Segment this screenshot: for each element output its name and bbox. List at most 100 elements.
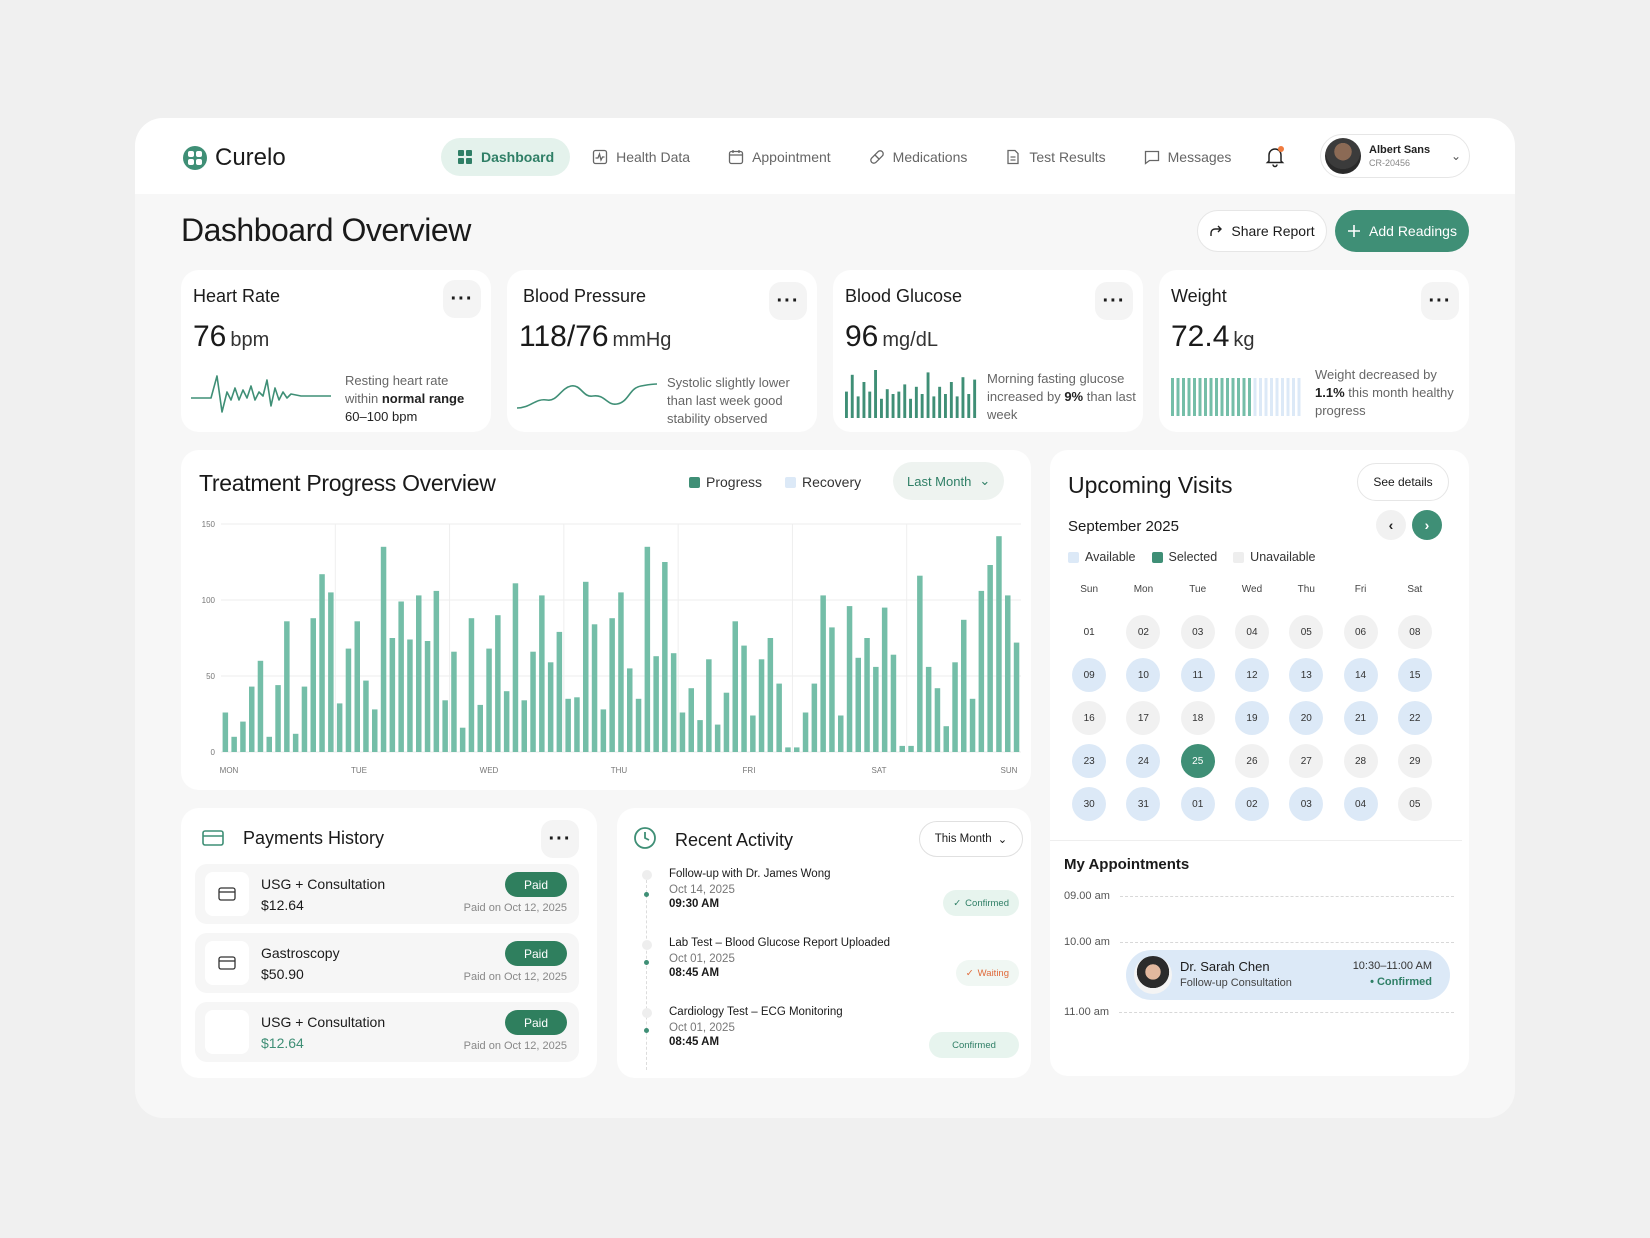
nav-label: Messages bbox=[1167, 149, 1232, 165]
calendar-day[interactable]: 05 bbox=[1397, 787, 1432, 821]
logo[interactable]: Curelo bbox=[183, 144, 286, 172]
calendar-day[interactable]: 17 bbox=[1126, 701, 1161, 735]
calendar-day[interactable]: 21 bbox=[1343, 701, 1378, 735]
payment-row[interactable]: USG + Consultation $12.64 Paid Paid on O… bbox=[195, 864, 579, 924]
prev-month-button[interactable]: ‹ bbox=[1376, 510, 1406, 540]
chart-bar bbox=[952, 662, 958, 752]
bell-icon bbox=[1265, 148, 1285, 168]
card-title: Weight bbox=[1171, 286, 1227, 306]
payment-row[interactable]: USG + Consultation $12.64 Paid Paid on O… bbox=[195, 1002, 579, 1062]
calendar-day[interactable]: 23 bbox=[1072, 744, 1107, 778]
chart-bar bbox=[864, 638, 870, 752]
range-dropdown[interactable]: Last Month ⌄ bbox=[893, 462, 1005, 500]
y-tick-label: 0 bbox=[211, 748, 216, 757]
calendar-day[interactable]: 10 bbox=[1126, 658, 1161, 692]
calendar-day[interactable]: 01 bbox=[1180, 787, 1215, 821]
weight-tick bbox=[1248, 378, 1251, 416]
calendar-day[interactable]: 01 bbox=[1083, 626, 1095, 638]
activity-range-dropdown[interactable]: This Month ⌄ bbox=[919, 821, 1023, 857]
weight-tick bbox=[1253, 378, 1257, 416]
calendar-day[interactable]: 04 bbox=[1343, 787, 1378, 821]
calendar-day[interactable]: 18 bbox=[1180, 701, 1215, 735]
calendar-day[interactable]: 03 bbox=[1180, 615, 1215, 649]
pill-icon bbox=[869, 150, 884, 164]
calendar-day[interactable]: 28 bbox=[1343, 744, 1378, 778]
next-month-button[interactable]: › bbox=[1412, 510, 1442, 540]
glucose-bar bbox=[903, 384, 907, 418]
more-options-button[interactable]: ··· bbox=[769, 282, 807, 320]
timeline-line bbox=[646, 880, 647, 1070]
chart-bar bbox=[275, 685, 281, 752]
chart-bar bbox=[873, 666, 879, 752]
chart-bar bbox=[363, 680, 369, 752]
chart-bar bbox=[881, 607, 888, 752]
nav-health-data[interactable]: Health Data bbox=[576, 138, 706, 176]
activity-item[interactable]: Follow-up with Dr. James Wong Oct 14, 20… bbox=[669, 868, 1009, 910]
chart-bar bbox=[1005, 595, 1011, 752]
calendar-day[interactable]: 14 bbox=[1343, 658, 1378, 692]
glucose-bar bbox=[926, 372, 930, 418]
calendar-day[interactable]: 04 bbox=[1234, 615, 1269, 649]
chart-bar bbox=[451, 651, 457, 752]
calendar-day[interactable]: 03 bbox=[1289, 787, 1324, 821]
add-readings-button[interactable]: Add Readings bbox=[1335, 210, 1469, 252]
activity-item[interactable]: Cardiology Test – ECG Monitoring Oct 01,… bbox=[669, 1006, 1009, 1048]
chart-bar bbox=[961, 619, 967, 752]
calendar-day[interactable]: 26 bbox=[1234, 744, 1269, 778]
calendar-day[interactable]: 16 bbox=[1072, 701, 1107, 735]
calendar-day[interactable]: 22 bbox=[1397, 701, 1432, 735]
payment-row[interactable]: Gastroscopy $50.90 Paid Paid on Oct 12, … bbox=[195, 933, 579, 993]
calendar-day[interactable]: 02 bbox=[1126, 615, 1161, 649]
nav-appointment[interactable]: Appointment bbox=[712, 138, 847, 176]
calendar-day-selected[interactable]: 25 bbox=[1180, 744, 1215, 778]
more-options-button[interactable]: ··· bbox=[1095, 282, 1133, 320]
nav-dashboard[interactable]: Dashboard bbox=[441, 138, 571, 176]
nav-test-results[interactable]: Test Results bbox=[989, 138, 1121, 176]
share-report-button[interactable]: Share Report bbox=[1197, 210, 1327, 252]
range-label: Last Month bbox=[907, 473, 972, 489]
card-title: Heart Rate bbox=[193, 286, 281, 306]
weight-tick bbox=[1264, 378, 1268, 416]
calendar-legend: Available Selected Unavailable bbox=[1068, 550, 1316, 564]
more-options-button[interactable]: ··· bbox=[541, 820, 579, 858]
calendar-day[interactable]: 02 bbox=[1234, 787, 1269, 821]
chart-bar bbox=[767, 638, 774, 752]
activity-time: 09:30 AM bbox=[669, 898, 720, 910]
chart-bar bbox=[846, 606, 853, 752]
calendar-day[interactable]: 30 bbox=[1072, 787, 1107, 821]
chart-bar bbox=[697, 720, 703, 752]
calendar-day[interactable]: 11 bbox=[1180, 658, 1215, 692]
activity-item[interactable]: Lab Test – Blood Glucose Report Uploaded… bbox=[669, 937, 1009, 979]
calendar-day[interactable]: 27 bbox=[1289, 744, 1324, 778]
more-options-button[interactable]: ··· bbox=[1421, 282, 1459, 320]
notification-bell-button[interactable] bbox=[1263, 144, 1287, 168]
heart-rate-card: Heart Rate ··· 76 bpm Resting heart rate … bbox=[181, 270, 491, 432]
calendar-day[interactable]: 09 bbox=[1072, 658, 1107, 692]
nav-messages[interactable]: Messages bbox=[1128, 138, 1248, 176]
glucose-bar bbox=[880, 398, 883, 418]
calendar-day[interactable]: 29 bbox=[1397, 744, 1432, 778]
check-icon: ✓ bbox=[965, 967, 974, 979]
calendar-day[interactable]: 05 bbox=[1289, 615, 1324, 649]
calendar-day[interactable]: 19 bbox=[1234, 701, 1269, 735]
nav-medications[interactable]: Medications bbox=[853, 138, 984, 176]
user-menu[interactable]: Albert Sans CR-20456 ⌄ bbox=[1320, 134, 1470, 178]
chart-bar bbox=[530, 651, 536, 752]
calendar-week: 01 02 03 04 05 06 08 bbox=[1062, 615, 1442, 649]
calendar-day[interactable]: 12 bbox=[1234, 658, 1269, 692]
chart-bar bbox=[917, 575, 923, 752]
glucose-bar bbox=[897, 391, 901, 418]
calendar-day[interactable]: 06 bbox=[1343, 615, 1378, 649]
calendar-day[interactable]: 15 bbox=[1397, 658, 1432, 692]
calendar-day[interactable]: 20 bbox=[1289, 701, 1324, 735]
calendar-day[interactable]: 31 bbox=[1126, 787, 1161, 821]
chart-bar bbox=[380, 546, 387, 752]
calendar-day[interactable]: 13 bbox=[1289, 658, 1324, 692]
see-details-button[interactable]: See details bbox=[1357, 463, 1449, 501]
calendar-day[interactable]: 24 bbox=[1126, 744, 1161, 778]
calendar-day[interactable]: 08 bbox=[1397, 615, 1432, 649]
more-options-button[interactable]: ··· bbox=[443, 280, 481, 318]
notification-dot bbox=[1278, 146, 1284, 152]
appointment-card[interactable]: Dr. Sarah Chen Follow-up Consultation 10… bbox=[1126, 950, 1450, 1000]
weight-tick bbox=[1286, 378, 1290, 416]
